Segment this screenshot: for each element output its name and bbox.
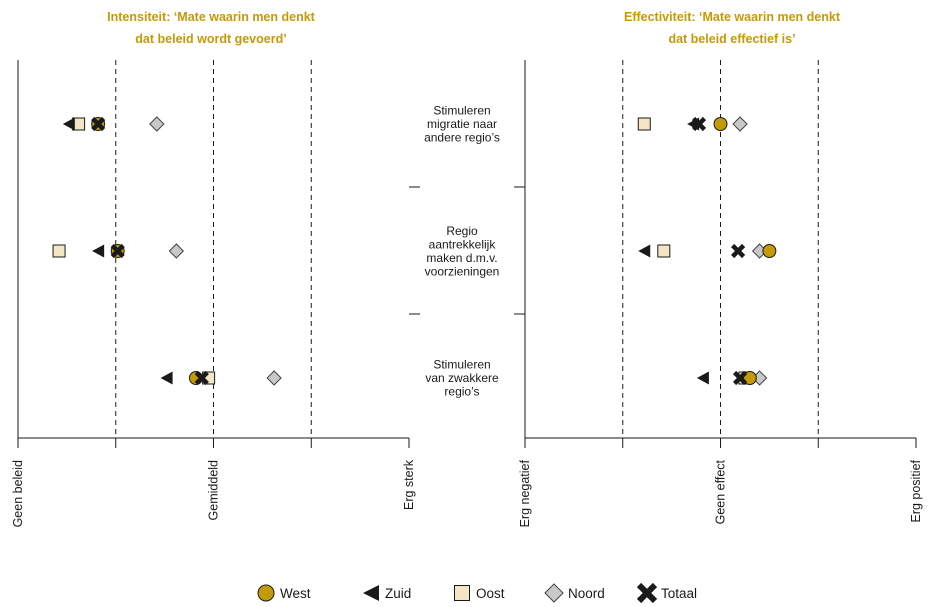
legend-oost-label: Oost (476, 586, 505, 601)
left-totaal-marker-3-stroke-b (194, 370, 209, 386)
right-totaal-marker-1 (691, 116, 707, 132)
legend-west-label: West (280, 586, 311, 601)
right-zuid-marker-2 (638, 244, 651, 258)
left-noord-marker-3 (266, 370, 282, 386)
legend-totaal-cross-icon (636, 582, 658, 604)
legend-zuid-left-triangle-icon (363, 585, 379, 601)
legend-noord-diamond-icon (544, 583, 564, 603)
left-noord-marker-1 (149, 116, 165, 132)
left-zuid-marker-3 (160, 371, 173, 385)
right-zuid-marker-3 (696, 371, 709, 385)
right-west-marker-1 (713, 117, 728, 131)
category-label-3-line-3: regio’s (444, 385, 479, 399)
right-noord-marker-1 (732, 116, 748, 132)
category-label-3-line-2: van zwakkere (425, 371, 499, 385)
left-x-tick-label-4: Erg sterk (402, 459, 416, 510)
category-label-2-line-1: Regio (446, 224, 478, 238)
left-zuid-marker-1 (62, 117, 75, 131)
right-x-tick-label-4: Erg positief (909, 459, 923, 522)
category-label-2-line-2: aantrekkelijk (429, 237, 497, 251)
legend-totaal-cross-icon-stroke-b (636, 582, 658, 604)
right-totaal-marker-2-stroke-b (731, 243, 746, 259)
left-totaal-marker-1-stroke-b (91, 116, 106, 132)
left-chart-title-line-2: dat beleid wordt gevoerd’ (135, 32, 287, 46)
category-label-1-line-3: andere regio’s (424, 131, 500, 145)
left-chart-title: Intensiteit: ‘Mate waarin men denkt dat … (41, 6, 381, 50)
category-label-2-line-4: voorzieningen (425, 264, 500, 278)
left-totaal-marker-3 (194, 370, 209, 386)
left-oost-marker-2 (52, 244, 66, 258)
legend-totaal-label: Totaal (661, 586, 697, 601)
right-chart-title-line-2: dat beleid effectief is’ (668, 32, 796, 46)
category-label-1-line-1: Stimuleren (433, 104, 490, 118)
right-totaal-marker-1-stroke-b (691, 116, 707, 132)
left-noord-marker-2 (168, 243, 185, 259)
legend-west-circle-icon (257, 584, 275, 602)
left-totaal-marker-2 (110, 243, 125, 259)
legend-noord-label: Noord (568, 586, 605, 601)
left-totaal-marker-1 (91, 116, 106, 132)
left-x-tick-label-0: Geen beleid (11, 460, 25, 527)
right-chart-title-line-1: Effectiviteit: ‘Mate waarin men denkt (623, 10, 841, 24)
right-west-marker-3 (742, 371, 757, 385)
category-label-3-line-1: Stimuleren (433, 358, 490, 372)
right-west-marker-2 (762, 244, 777, 258)
left-x-tick-label-2: Gemiddeld (207, 460, 221, 520)
right-chart-title: Effectiviteit: ‘Mate waarin men denkt da… (562, 6, 902, 50)
right-totaal-marker-2 (731, 243, 746, 259)
right-totaal-marker-3 (732, 370, 748, 386)
right-oost-marker-2 (657, 244, 671, 258)
legend-oost-square-icon (454, 585, 470, 601)
left-totaal-marker-2-stroke-b (110, 243, 125, 259)
category-label-2-line-3: maken d.m.v. (426, 251, 497, 265)
right-x-tick-label-0: Erg negatief (518, 459, 532, 527)
right-totaal-marker-3-stroke-b (732, 370, 748, 386)
category-label-1-line-2: migratie naar (427, 117, 497, 131)
left-zuid-marker-2 (92, 244, 105, 258)
legend-zuid-label: Zuid (385, 586, 411, 601)
left-chart-title-line-1: Intensiteit: ‘Mate waarin men denkt (107, 10, 315, 24)
right-oost-marker-1 (637, 117, 651, 131)
right-x-tick-label-2: Geen effect (714, 459, 728, 524)
